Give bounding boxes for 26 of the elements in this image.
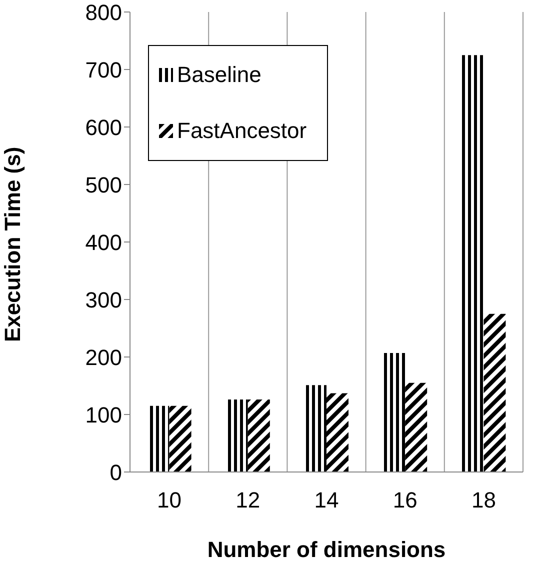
bar (304, 385, 326, 472)
y-tick-label: 500 (85, 172, 122, 198)
x-axis-title: Number of dimensions (207, 537, 446, 562)
bar (484, 314, 506, 472)
x-tick-label: 12 (236, 488, 260, 513)
legend-label: Baseline (177, 62, 262, 88)
bar (169, 406, 192, 472)
bar (462, 55, 484, 472)
bar (326, 393, 348, 472)
y-tick-label: 700 (85, 57, 122, 82)
y-tick-label: 400 (85, 230, 122, 255)
x-tick-label: 14 (314, 488, 339, 513)
bar (405, 382, 428, 472)
y-axis-title: Execution Time (s) (0, 146, 25, 342)
y-tick-label: 300 (85, 287, 122, 312)
x-tick-label: 18 (471, 488, 496, 513)
bar (383, 352, 406, 472)
y-tick-label: 200 (85, 344, 122, 370)
bar (248, 400, 270, 472)
legend-label: FastAncestor (177, 118, 307, 144)
y-tick-label: 100 (85, 402, 122, 428)
y-tick-label: 800 (85, 0, 122, 25)
x-tick-label: 16 (392, 488, 418, 513)
x-tick-label: 10 (157, 488, 182, 513)
y-tick-label: 0 (110, 460, 122, 485)
y-tick-label: 600 (85, 114, 122, 140)
